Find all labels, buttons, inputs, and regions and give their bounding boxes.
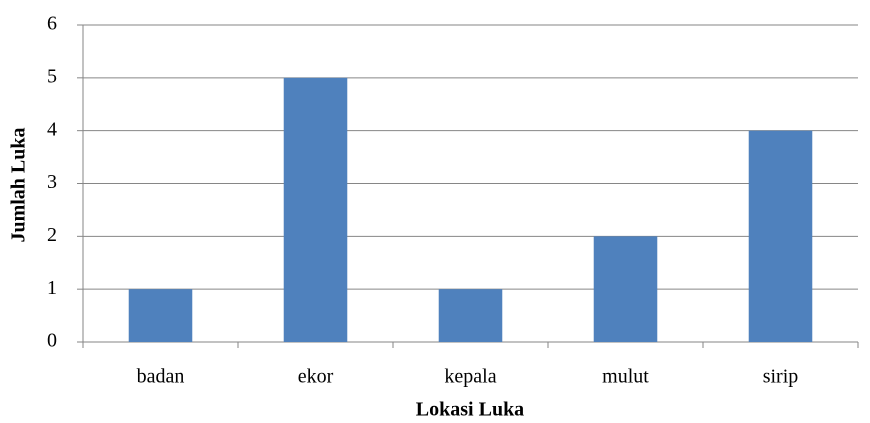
- bar: [748, 130, 813, 342]
- y-tick-label: 3: [47, 171, 57, 193]
- x-axis-label: Lokasi Luka: [416, 399, 524, 421]
- y-tick-label: 5: [47, 65, 57, 87]
- y-tick-label: 6: [47, 13, 57, 35]
- y-tick-label: 1: [47, 277, 57, 299]
- bar: [128, 289, 193, 342]
- x-tick-label: badan: [137, 366, 185, 388]
- y-axis-label: Jumlah Luka: [8, 127, 30, 242]
- x-tick-label: kepala: [444, 366, 496, 388]
- y-tick-label: 0: [47, 330, 57, 352]
- y-tick-label: 2: [47, 224, 57, 246]
- bar: [283, 77, 348, 342]
- y-tick-label: 4: [47, 118, 57, 140]
- x-tick-label: sirip: [763, 366, 799, 388]
- bar: [593, 236, 658, 342]
- x-tick-label: ekor: [298, 366, 334, 388]
- x-tick-label: mulut: [602, 366, 649, 388]
- bar: [438, 289, 503, 342]
